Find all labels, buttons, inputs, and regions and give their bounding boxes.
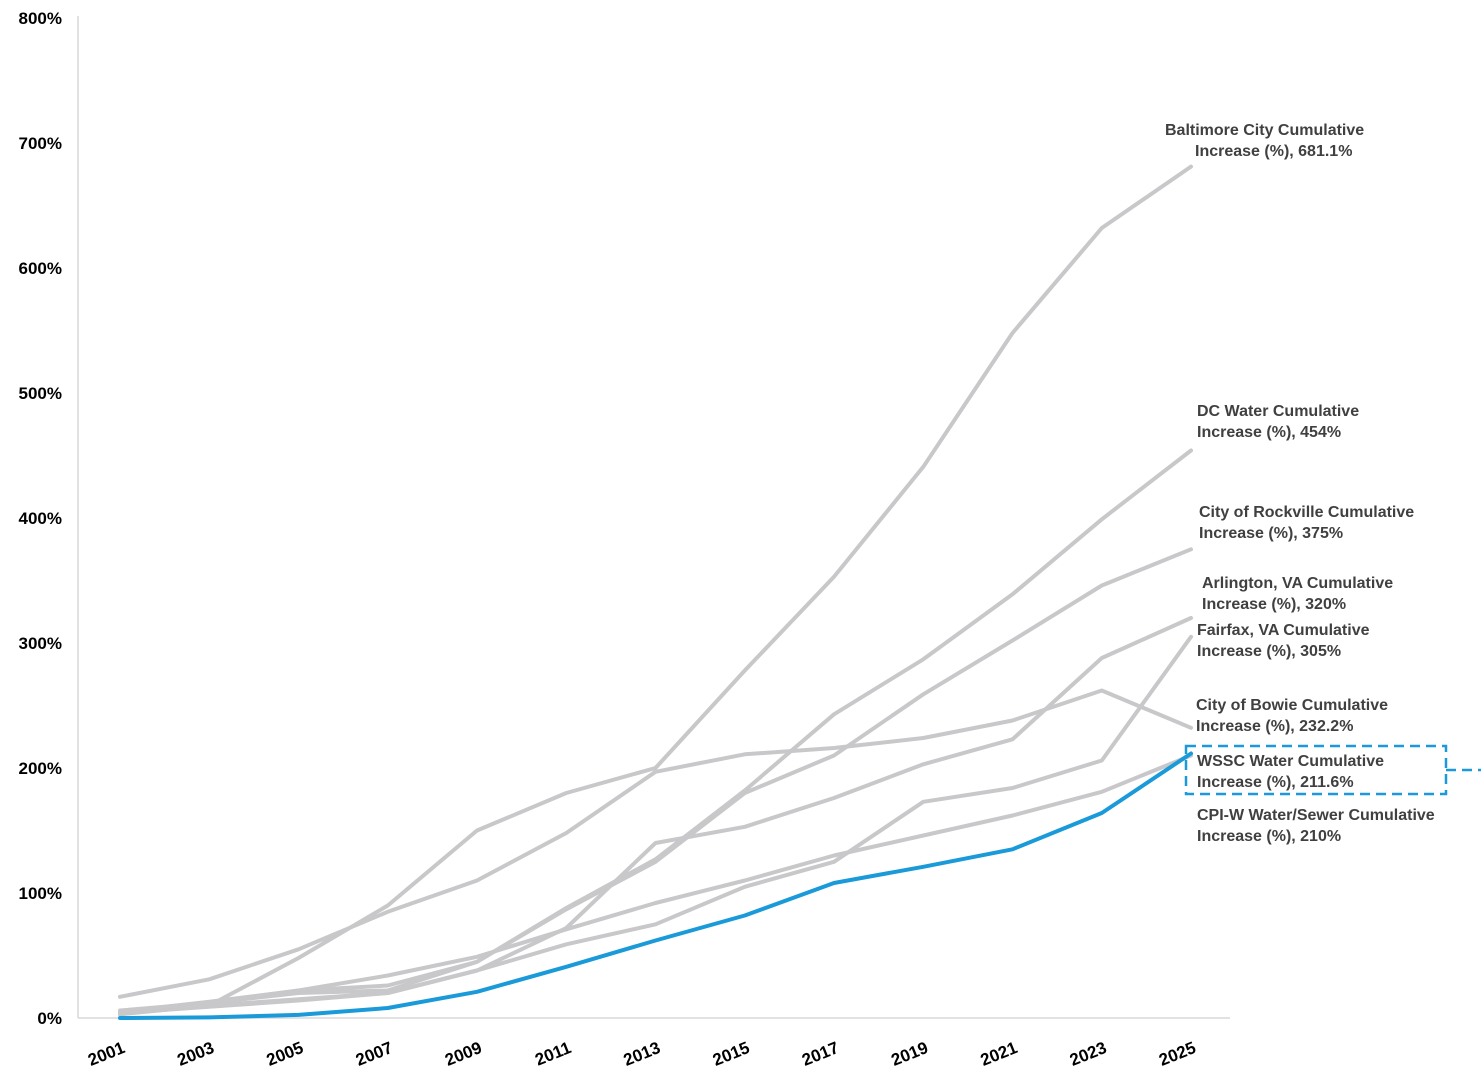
series-line [118,753,1193,1013]
series-labels: Baltimore City Cumulative Increase (%), 6… [1165,122,1481,845]
series-label: Arlington, VA Cumulative Increase (%), 32… [1202,575,1393,613]
x-tick-label: 2015 [710,1038,752,1070]
series-label-line: Fairfax, VA Cumulative [1197,622,1370,639]
x-tick-label: 2001 [85,1038,127,1070]
series-label-line: WSSC Water Cumulative [1197,753,1384,770]
series-label-line: Increase (%), 210% [1197,828,1341,845]
y-tick-label: 200% [19,759,62,778]
x-tick-label: 2003 [175,1038,217,1070]
x-tick-label: 2023 [1067,1038,1109,1070]
series-label-line: Increase (%), 320% [1202,596,1346,613]
x-tick-label: 2011 [532,1038,573,1069]
series-lines [118,164,1193,1020]
y-tick-label: 100% [19,884,62,903]
callout-box [1184,744,1448,796]
series-label: Baltimore City Cumulative Increase (%), 6… [1165,122,1364,160]
y-tick-label: 600% [19,259,62,278]
series-label-line: Baltimore City Cumulative [1165,122,1364,139]
series-label-line: City of Bowie Cumulative [1196,697,1388,714]
series-line [118,634,1193,1015]
x-tick-label: 2019 [889,1038,931,1070]
series-label: WSSC Water Cumulative Increase (%), 211.6… [1184,744,1481,796]
y-tick-label: 0% [37,1009,62,1028]
x-tick-label: 2021 [978,1038,1020,1070]
series-line-highlight [118,751,1193,1020]
y-tick-label: 300% [19,634,62,653]
x-tick-label: 2025 [1156,1038,1198,1070]
y-tick-label: 500% [19,384,62,403]
series-label-line: City of Rockville Cumulative [1199,504,1414,521]
x-tick-label: 2009 [442,1038,484,1070]
series-label-line: Increase (%), 305% [1197,643,1341,660]
series-line [118,448,1193,1017]
series-line [118,616,1193,1014]
series-label: DC Water Cumulative Increase (%), 454% [1197,403,1359,441]
series-label-line: Increase (%), 454% [1197,424,1341,441]
series-label-line: Increase (%), 681.1% [1195,143,1352,160]
series-label: CPI-W Water/Sewer Cumulative Increase (%)… [1197,807,1435,845]
series-label: City of Bowie Cumulative Increase (%), 23… [1196,697,1388,735]
series-label: City of Rockville Cumulative Increase (%)… [1199,504,1414,542]
x-tick-label: 2007 [353,1038,395,1070]
y-tick-label: 800% [19,9,62,28]
y-tick-label: 700% [19,134,62,153]
x-tick-label: 2005 [264,1038,306,1070]
series-label-line: Increase (%), 211.6% [1197,774,1354,791]
series-line [118,688,1193,999]
series-label: Fairfax, VA Cumulative Increase (%), 305% [1197,622,1370,660]
series-label-line: CPI-W Water/Sewer Cumulative [1197,807,1435,824]
series-label-line: Increase (%), 375% [1199,525,1343,542]
series-label-line: Increase (%), 232.2% [1196,718,1353,735]
x-tick-label: 2013 [621,1038,663,1070]
y-tick-label: 400% [19,509,62,528]
series-line [118,164,1193,1017]
series-label-line: Arlington, VA Cumulative [1202,575,1393,592]
x-tick-label: 2017 [799,1038,841,1070]
series-label-line: DC Water Cumulative [1197,403,1359,420]
